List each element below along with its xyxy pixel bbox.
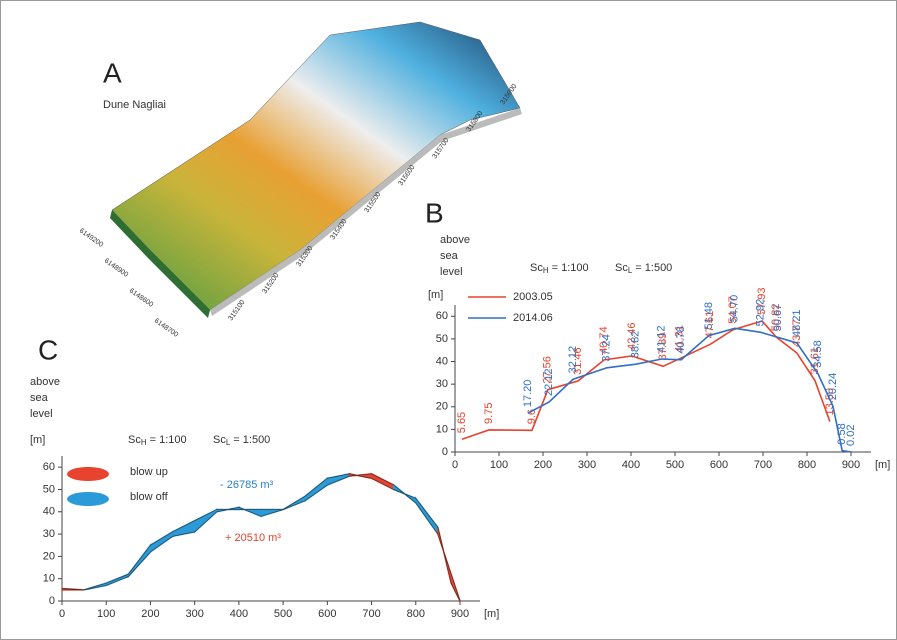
y-tick-label: 10 [43, 573, 55, 585]
value-label: 54.70 [729, 295, 741, 323]
x-tick-label: 700 [362, 608, 380, 620]
x-tick-label: 0 [59, 608, 65, 620]
value-label: 38.82 [630, 331, 642, 359]
scale-label: ScH= 1:100 [128, 434, 187, 447]
y-tick-label: 30 [43, 528, 55, 540]
legend-label: blow up [130, 466, 168, 478]
x-tick-label: 300 [185, 608, 203, 620]
y-tick-label: 0 [442, 446, 448, 458]
value-label: 52.92 [755, 299, 767, 327]
y-tick-label: 20 [436, 401, 448, 413]
value-label: 48.21 [791, 309, 803, 337]
scale-ratio: = 1:100 [150, 434, 187, 446]
x-tick-label: 0 [452, 459, 458, 471]
x-tick-label: 600 [710, 459, 728, 471]
x-tick-label: 500 [666, 459, 684, 471]
panel-label: A [103, 57, 122, 88]
scale-symbol: Sc [128, 434, 141, 446]
legend-swatch [67, 492, 109, 506]
scale-ratio: = 1:100 [552, 262, 589, 274]
x-tick-label: 900 [842, 459, 860, 471]
legend-swatch [67, 467, 109, 481]
y-tick-label: 0 [49, 595, 55, 607]
y-unit: [m] [30, 434, 45, 446]
value-label: 0.02 [845, 425, 857, 446]
y-axis-label: level [440, 266, 463, 278]
x-tick-label: 900 [451, 608, 469, 620]
legend-label: 2014.06 [513, 312, 553, 324]
y-axis-label: sea [30, 392, 49, 404]
scale-label: ScL= 1:500 [213, 434, 270, 447]
annotation: + 20510 m³ [225, 532, 281, 544]
value-label: 34.58 [812, 340, 824, 368]
value-label: 41.12 [656, 325, 668, 353]
x-tick-label: 800 [407, 608, 425, 620]
x-tick-label: 700 [754, 459, 772, 471]
value-label: 17.20 [522, 380, 534, 408]
scale-subscript: H [141, 438, 147, 447]
x-tick-label: 400 [230, 608, 248, 620]
scale-ratio: = 1:500 [635, 262, 672, 274]
scale-subscript: L [628, 266, 633, 275]
y-tick-label: 10 [436, 423, 448, 435]
legend-label: 2003.05 [513, 291, 553, 303]
x-tick-label: 100 [97, 608, 115, 620]
value-label: 9.75 [483, 403, 495, 424]
y-axis-label: sea [440, 250, 459, 262]
value-label: 22.12 [543, 368, 555, 396]
scale-symbol: Sc [530, 262, 543, 274]
y-tick-label: 60 [436, 310, 448, 322]
scale-subscript: L [226, 438, 231, 447]
figure: A Dune Nagliai 6149200614890061486006148… [0, 0, 897, 640]
y-tick-label: 20 [43, 550, 55, 562]
y-tick-label: 40 [436, 355, 448, 367]
value-label: 32.12 [567, 346, 579, 374]
x-tick-label: 600 [318, 608, 336, 620]
x-tick-label: 200 [534, 459, 552, 471]
annotation: - 26785 m³ [220, 479, 274, 491]
y-tick-label: 40 [43, 506, 55, 518]
value-label: 5.65 [456, 412, 468, 433]
x-unit: [m] [484, 608, 499, 620]
value-label: 51.48 [703, 302, 715, 330]
value-label: 40.78 [675, 326, 687, 354]
y-tick-label: 50 [43, 483, 55, 495]
legend-label: blow off [130, 491, 169, 503]
value-label: 20.24 [827, 373, 839, 401]
value-label: 37.24 [601, 334, 613, 362]
value-label: 50.67 [772, 304, 784, 332]
y-tick-label: 60 [43, 461, 55, 473]
scale-ratio: = 1:500 [233, 434, 270, 446]
scale-label: ScH= 1:100 [530, 262, 589, 275]
y-axis-label: level [30, 408, 53, 420]
x-unit: [m] [875, 459, 890, 471]
x-tick-label: 100 [490, 459, 508, 471]
y-unit: [m] [428, 289, 443, 301]
x-tick-label: 300 [578, 459, 596, 471]
y-axis-label: above [440, 234, 470, 246]
scale-symbol: Sc [615, 262, 628, 274]
y-tick-label: 50 [436, 333, 448, 345]
panel-label: B [425, 197, 444, 228]
scale-symbol: Sc [213, 434, 226, 446]
x-tick-label: 400 [622, 459, 640, 471]
x-tick-label: 200 [141, 608, 159, 620]
x-tick-label: 800 [798, 459, 816, 471]
y-axis-label: above [30, 376, 60, 388]
panel-title: Dune Nagliai [103, 99, 166, 111]
scale-subscript: H [543, 266, 549, 275]
scale-label: ScL= 1:500 [615, 262, 672, 275]
panel-label: C [38, 334, 58, 365]
y-tick-label: 30 [436, 378, 448, 390]
x-tick-label: 500 [274, 608, 292, 620]
